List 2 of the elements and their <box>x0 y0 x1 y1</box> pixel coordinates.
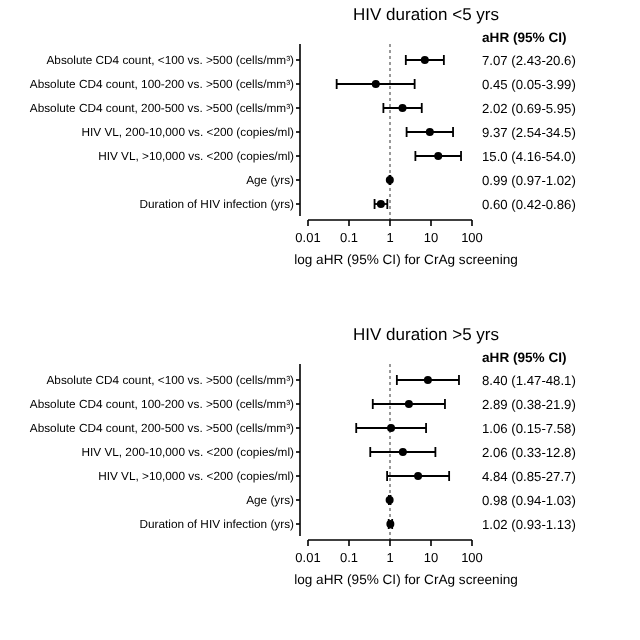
chart-title: HIV duration <5 yrs <box>353 4 499 24</box>
chart-title: HIV duration >5 yrs <box>353 324 499 344</box>
